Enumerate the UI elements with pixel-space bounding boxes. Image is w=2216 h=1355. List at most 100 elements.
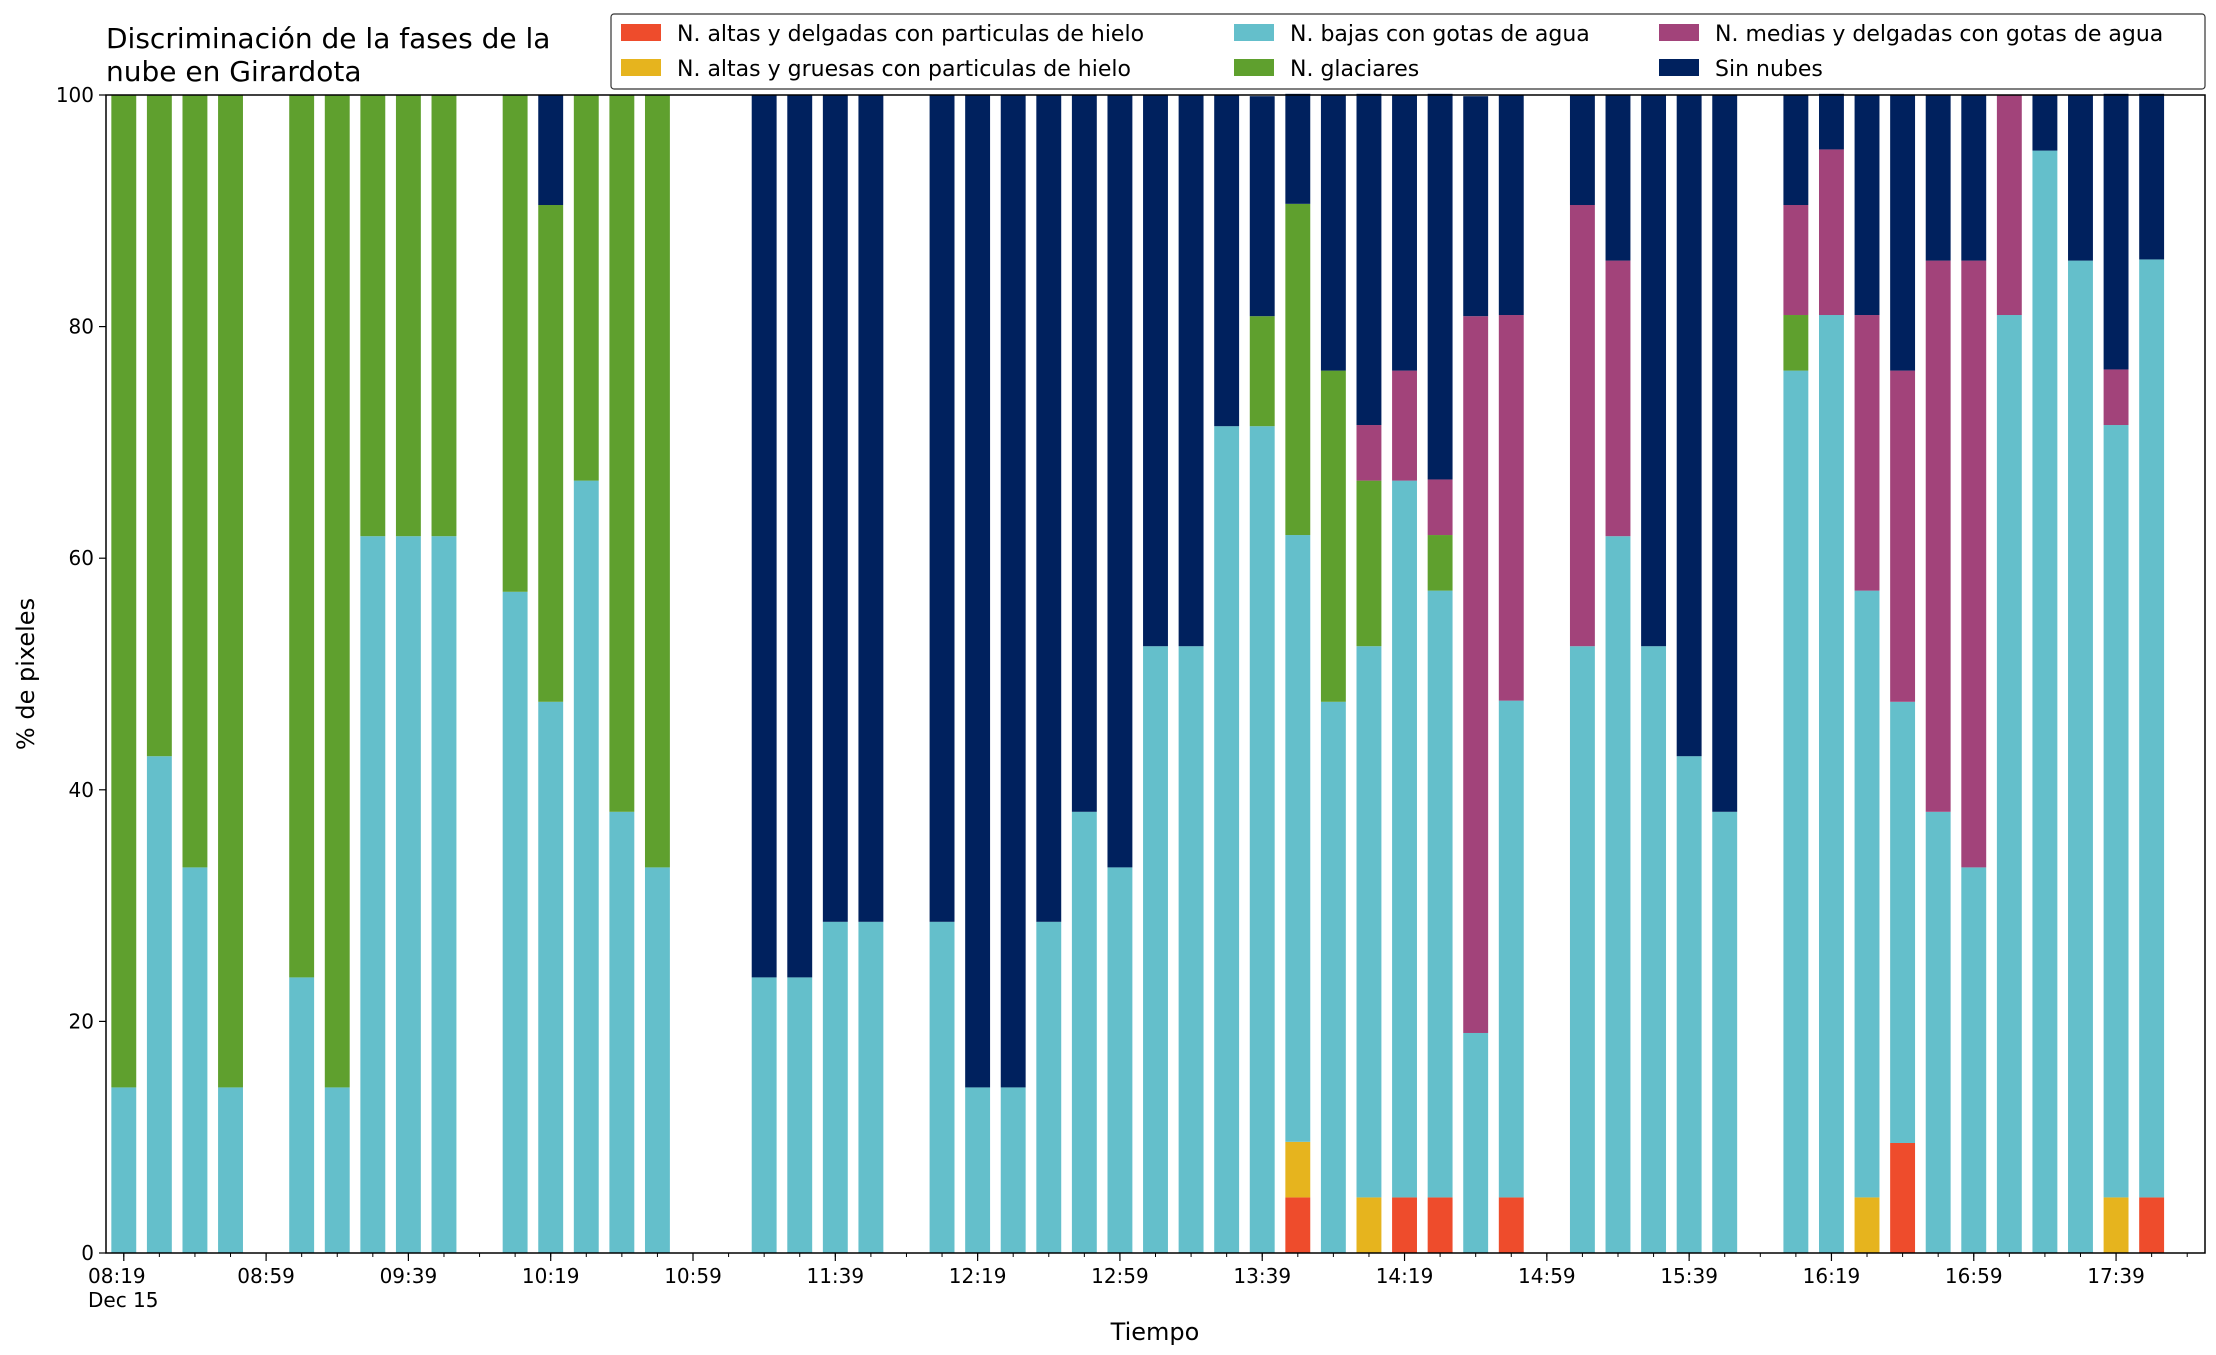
bar-segment — [218, 1087, 243, 1253]
bar-segment — [751, 95, 777, 978]
bar-segment — [2032, 95, 2058, 151]
x-tick-label: 12:59 — [1091, 1264, 1149, 1288]
bar-segment — [1000, 1087, 1026, 1253]
bar-segment — [1961, 867, 1987, 1253]
bar-segment — [1427, 1197, 1453, 1253]
bar-segment — [751, 977, 777, 1253]
bar-segment — [1712, 95, 1738, 812]
bar-segment — [111, 1087, 137, 1253]
bar-segment — [1925, 811, 1951, 1253]
bar-segment — [2139, 93, 2165, 260]
bar-segment — [1498, 95, 1524, 316]
x-date-label: Dec 15 — [88, 1288, 159, 1312]
bar-segment — [573, 480, 599, 1253]
bar-segment — [1356, 1197, 1382, 1253]
bar-segment — [1783, 370, 1809, 1253]
y-tick-label: 40 — [69, 778, 94, 802]
bar-segment — [324, 95, 350, 1088]
bar-segment — [1569, 646, 1595, 1253]
bar-segment — [858, 921, 884, 1253]
bar-segment — [1569, 95, 1595, 206]
bar-segment — [1641, 646, 1667, 1253]
bar-segment — [1890, 701, 1916, 1143]
bar-segment — [1818, 149, 1844, 316]
legend-label: N. glaciares — [1290, 57, 1419, 82]
legend-box — [610, 13, 2206, 90]
bar-segment — [360, 95, 386, 537]
legend-swatch — [1659, 59, 1699, 76]
bar-segment — [644, 95, 670, 868]
x-tick-label: 11:39 — [806, 1264, 864, 1288]
bar-segment — [2068, 260, 2093, 1253]
bar-segment — [787, 977, 813, 1253]
bar-segment — [1961, 95, 1987, 261]
bar-segment — [1605, 536, 1631, 1253]
bar-segment — [573, 95, 599, 481]
bar-segment — [822, 921, 848, 1253]
bar-segment — [431, 536, 457, 1253]
bar-segment — [1320, 370, 1346, 702]
bar-segment — [1214, 95, 1240, 427]
x-tick-label: 13:39 — [1233, 1264, 1291, 1288]
bar-segment — [1463, 96, 1489, 317]
bar-segment — [1285, 535, 1311, 1142]
bar-segment — [324, 1087, 350, 1253]
bar-segment — [1427, 535, 1453, 591]
bar-segment — [1036, 95, 1062, 922]
bar-segment — [1356, 93, 1382, 426]
bar-segment — [360, 536, 386, 1253]
bar-segment — [1463, 316, 1489, 1033]
bar-segment — [502, 95, 528, 592]
bar-segment — [858, 95, 884, 922]
x-tick-label: 12:19 — [949, 1264, 1007, 1288]
y-tick-label: 20 — [69, 1009, 94, 1033]
bar-segment — [822, 95, 848, 922]
x-tick-label: 15:39 — [1660, 1264, 1718, 1288]
bar-segment — [1641, 95, 1667, 647]
bar-segment — [1498, 1197, 1524, 1253]
bar-segment — [1463, 1032, 1489, 1253]
x-tick-label: 16:59 — [1945, 1264, 2003, 1288]
bar-segment — [1605, 260, 1631, 537]
x-axis-label: Tiempo — [1110, 1318, 1200, 1346]
bar-segment — [218, 95, 243, 1088]
bar-segment — [1356, 425, 1382, 481]
bar-segment — [609, 811, 635, 1253]
legend-swatch — [1234, 24, 1274, 41]
bar-segment — [1890, 1142, 1916, 1253]
chart-title: Discriminación de la fases de la nube en… — [106, 22, 551, 88]
bar-segment — [2139, 1197, 2165, 1253]
bar-segment — [1285, 1197, 1311, 1253]
bar-segment — [1854, 590, 1880, 1198]
bar-segment — [1996, 95, 2022, 316]
x-tick-label: 08:59 — [237, 1264, 295, 1288]
bar-segment — [1107, 867, 1133, 1253]
bar-segment — [1249, 96, 1275, 317]
x-tick-label: 08:19 — [88, 1264, 146, 1288]
bar-segment — [1214, 426, 1240, 1253]
bar-segment — [1356, 480, 1382, 647]
bar-segment — [1712, 811, 1738, 1253]
bar-segment — [1996, 315, 2022, 1253]
bar-segment — [182, 867, 208, 1253]
bar-segment — [1178, 646, 1204, 1253]
bar-segment — [1392, 370, 1417, 481]
bar-segment — [787, 95, 813, 978]
bar-segment — [1818, 315, 1844, 1253]
bar-segment — [1818, 93, 1844, 150]
bar-segment — [1107, 95, 1133, 868]
legend-label: Sin nubes — [1715, 57, 1823, 82]
x-tick-label: 14:19 — [1376, 1264, 1434, 1288]
bar-segment — [1285, 93, 1311, 204]
bar-segment — [1498, 315, 1524, 701]
legend-label: N. bajas con gotas de agua — [1290, 22, 1590, 47]
legend-swatch — [1234, 59, 1274, 76]
bar-segment — [502, 591, 528, 1253]
bar-segment — [2103, 369, 2129, 426]
bar-segment — [1925, 95, 1951, 261]
bar-segment — [1249, 426, 1275, 1253]
bar-segment — [289, 977, 315, 1253]
legend-label: N. medias y delgadas con gotas de agua — [1715, 22, 2163, 47]
bar-segment — [146, 756, 172, 1253]
bar-segment — [2103, 1197, 2129, 1253]
